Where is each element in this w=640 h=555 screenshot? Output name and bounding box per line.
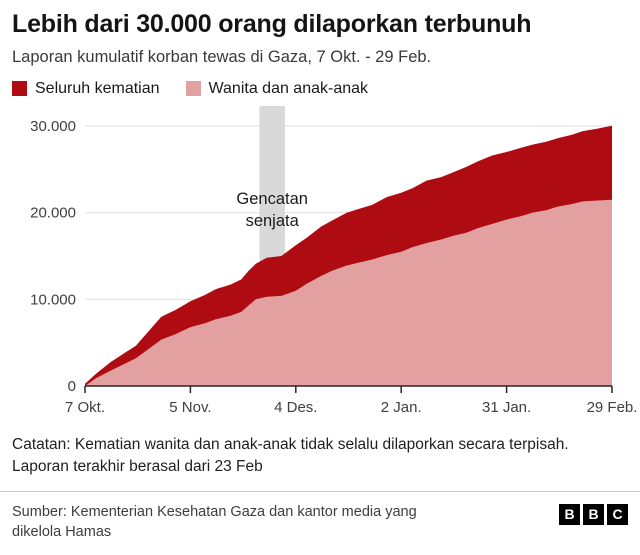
area-series-1: [85, 199, 612, 386]
y-tick-label: 20.000: [30, 204, 76, 221]
x-tick-label: 31 Jan.: [482, 399, 531, 416]
y-tick-label: 30.000: [30, 118, 76, 135]
y-tick-label: 0: [68, 378, 76, 395]
x-tick-label: 5 Nov.: [169, 399, 211, 416]
legend: Seluruh kematian Wanita dan anak-anak: [0, 80, 640, 98]
y-tick-label: 10.000: [30, 291, 76, 308]
footer: Sumber: Kementerian Kesehatan Gaza dan k…: [0, 502, 640, 543]
legend-item-0: Seluruh kematian: [12, 80, 160, 98]
x-tick-label: 29 Feb.: [587, 399, 638, 416]
x-tick-label: 4 Des.: [274, 399, 317, 416]
area-chart: 0 10.000 20.000 30.000 7 Okt. 5 Nov. 4 Des. 2 J…: [30, 105, 638, 416]
legend-item-1: Wanita dan anak-anak: [185, 79, 369, 98]
page-title: Lebih dari 30.000 orang dilaporkan terbu…: [12, 10, 532, 38]
ceasefire-annotation: Gencatan: [236, 190, 308, 208]
bbc-logo-block-1: B: [583, 503, 604, 525]
x-tick-label: 7 Okt.: [65, 399, 105, 416]
bbc-logo-block-2: C: [607, 503, 628, 525]
note-text: Catatan: Kematian wanita dan anak-anak t…: [12, 435, 569, 475]
legend-label-0: Seluruh kematian: [35, 79, 160, 97]
source-text: Sumber: Kementerian Kesehatan Gaza dan k…: [12, 503, 417, 541]
bbc-logo-block-0: B: [559, 503, 580, 525]
x-tick-label: 2 Jan.: [381, 399, 422, 416]
legend-label-1: Wanita dan anak-anak: [208, 79, 369, 97]
divider: [0, 490, 640, 492]
legend-swatch-0: [12, 81, 27, 97]
ceasefire-annotation: senjata: [246, 212, 300, 230]
chart-subtitle: Laporan kumulatif korban tewas di Gaza, …: [12, 47, 432, 66]
legend-swatch-1: [185, 81, 201, 97]
